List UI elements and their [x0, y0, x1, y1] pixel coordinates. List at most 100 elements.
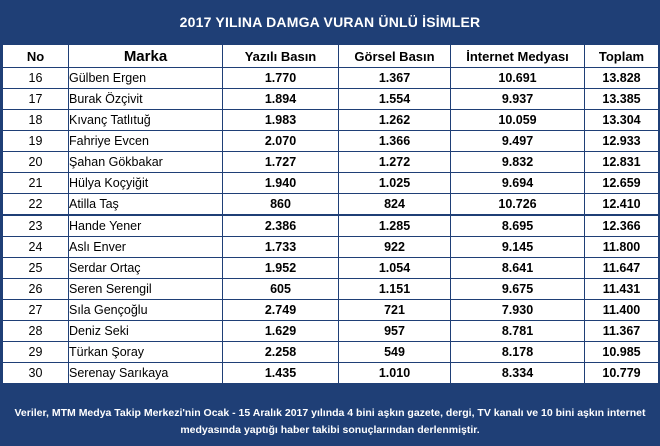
row-name: Sıla Gençoğlu — [68, 299, 223, 321]
table-row: 24 Aslı Enver 1.733 922 9.145 11.800 — [2, 236, 659, 258]
row-internet-medyasi: 8.178 — [450, 341, 585, 363]
table-row: 26 Seren Serengil 605 1.151 9.675 11.431 — [2, 278, 659, 300]
row-yazili-basin: 1.983 — [222, 109, 339, 131]
row-toplam: 13.385 — [584, 88, 659, 110]
table-row: 28 Deniz Seki 1.629 957 8.781 11.367 — [2, 320, 659, 342]
row-gorsel-basin: 1.010 — [338, 362, 451, 384]
row-name: Türkan Şoray — [68, 341, 223, 363]
row-name: Kıvanç Tatlıtuğ — [68, 109, 223, 131]
column-header-yazili-basin: Yazılı Basın — [222, 44, 339, 68]
row-internet-medyasi: 9.497 — [450, 130, 585, 152]
row-name: Deniz Seki — [68, 320, 223, 342]
row-yazili-basin: 1.952 — [222, 257, 339, 279]
row-number: 19 — [2, 130, 69, 152]
row-toplam: 10.985 — [584, 341, 659, 363]
table-row: 20 Şahan Gökbakar 1.727 1.272 9.832 12.831 — [2, 151, 659, 173]
row-name: Aslı Enver — [68, 236, 223, 258]
table-row: 21 Hülya Koçyiğit 1.940 1.025 9.694 12.659 — [2, 172, 659, 194]
table-row: 23 Hande Yener 2.386 1.285 8.695 12.366 — [2, 214, 659, 237]
row-yazili-basin: 1.940 — [222, 172, 339, 194]
column-header-marka: Marka — [68, 44, 223, 68]
row-number: 23 — [2, 214, 69, 237]
row-number: 20 — [2, 151, 69, 173]
row-yazili-basin: 1.770 — [222, 67, 339, 89]
row-internet-medyasi: 9.832 — [450, 151, 585, 173]
row-number: 26 — [2, 278, 69, 300]
row-gorsel-basin: 1.262 — [338, 109, 451, 131]
row-yazili-basin: 860 — [222, 193, 339, 216]
row-toplam: 12.933 — [584, 130, 659, 152]
table-row: 30 Serenay Sarıkaya 1.435 1.010 8.334 10.779 — [2, 362, 659, 384]
row-gorsel-basin: 824 — [338, 193, 451, 216]
row-gorsel-basin: 1.367 — [338, 67, 451, 89]
row-number: 21 — [2, 172, 69, 194]
row-number: 18 — [2, 109, 69, 131]
row-name: Seren Serengil — [68, 278, 223, 300]
row-name: Atilla Taş — [68, 193, 223, 216]
row-number: 29 — [2, 341, 69, 363]
row-name: Hülya Koçyiğit — [68, 172, 223, 194]
row-internet-medyasi: 8.334 — [450, 362, 585, 384]
table-row: 18 Kıvanç Tatlıtuğ 1.983 1.262 10.059 13.304 — [2, 109, 659, 131]
row-toplam: 12.366 — [584, 214, 659, 237]
row-name: Burak Özçivit — [68, 88, 223, 110]
row-number: 16 — [2, 67, 69, 89]
row-internet-medyasi: 9.145 — [450, 236, 585, 258]
row-gorsel-basin: 1.151 — [338, 278, 451, 300]
row-toplam: 10.779 — [584, 362, 659, 384]
row-yazili-basin: 1.894 — [222, 88, 339, 110]
row-toplam: 12.410 — [584, 193, 659, 216]
source-note: Veriler, MTM Medya Takip Merkezi'nin Oca… — [0, 405, 660, 446]
source-note-line-1: Veriler, MTM Medya Takip Merkezi'nin Oca… — [14, 407, 646, 419]
row-number: 27 — [2, 299, 69, 321]
table-row: 16 Gülben Ergen 1.770 1.367 10.691 13.828 — [2, 67, 659, 89]
row-yazili-basin: 2.258 — [222, 341, 339, 363]
table-row: 22 Atilla Taş 860 824 10.726 12.410 — [2, 193, 659, 216]
row-toplam: 12.659 — [584, 172, 659, 194]
page-title: 2017 YILINA DAMGA VURAN ÜNLÜ İSİMLER — [179, 14, 481, 30]
row-yazili-basin: 1.733 — [222, 236, 339, 258]
row-gorsel-basin: 1.054 — [338, 257, 451, 279]
row-number: 22 — [2, 193, 69, 216]
column-header-no: No — [2, 44, 69, 68]
row-toplam: 13.304 — [584, 109, 659, 131]
row-yazili-basin: 1.727 — [222, 151, 339, 173]
row-gorsel-basin: 957 — [338, 320, 451, 342]
row-internet-medyasi: 10.726 — [450, 193, 585, 216]
row-yazili-basin: 1.435 — [222, 362, 339, 384]
row-internet-medyasi: 9.937 — [450, 88, 585, 110]
table-row: 19 Fahriye Evcen 2.070 1.366 9.497 12.933 — [2, 130, 659, 152]
row-toplam: 13.828 — [584, 67, 659, 89]
row-internet-medyasi: 8.695 — [450, 214, 585, 237]
row-internet-medyasi: 8.781 — [450, 320, 585, 342]
row-number: 17 — [2, 88, 69, 110]
row-yazili-basin: 2.070 — [222, 130, 339, 152]
row-internet-medyasi: 8.641 — [450, 257, 585, 279]
table-body: 16 Gülben Ergen 1.770 1.367 10.691 13.828 17 Bu… — [2, 67, 659, 384]
row-yazili-basin: 2.386 — [222, 214, 339, 237]
row-toplam: 12.831 — [584, 151, 659, 173]
row-number: 24 — [2, 236, 69, 258]
column-header-toplam: Toplam — [584, 44, 659, 68]
row-toplam: 11.431 — [584, 278, 659, 300]
row-toplam: 11.400 — [584, 299, 659, 321]
ranking-table: No Marka Yazılı Basın Görsel Basın İnter… — [2, 44, 659, 384]
row-gorsel-basin: 1.366 — [338, 130, 451, 152]
row-name: Şahan Gökbakar — [68, 151, 223, 173]
row-name: Gülben Ergen — [68, 67, 223, 89]
row-name: Serdar Ortaç — [68, 257, 223, 279]
row-name: Hande Yener — [68, 214, 223, 237]
row-gorsel-basin: 1.025 — [338, 172, 451, 194]
row-toplam: 11.367 — [584, 320, 659, 342]
row-yazili-basin: 1.629 — [222, 320, 339, 342]
row-gorsel-basin: 1.285 — [338, 214, 451, 237]
row-toplam: 11.800 — [584, 236, 659, 258]
row-internet-medyasi: 10.691 — [450, 67, 585, 89]
row-toplam: 11.647 — [584, 257, 659, 279]
column-header-gorsel-basin: Görsel Basın — [338, 44, 451, 68]
row-gorsel-basin: 1.554 — [338, 88, 451, 110]
table-row: 25 Serdar Ortaç 1.952 1.054 8.641 11.647 — [2, 257, 659, 279]
row-number: 28 — [2, 320, 69, 342]
table-row: 29 Türkan Şoray 2.258 549 8.178 10.985 — [2, 341, 659, 363]
